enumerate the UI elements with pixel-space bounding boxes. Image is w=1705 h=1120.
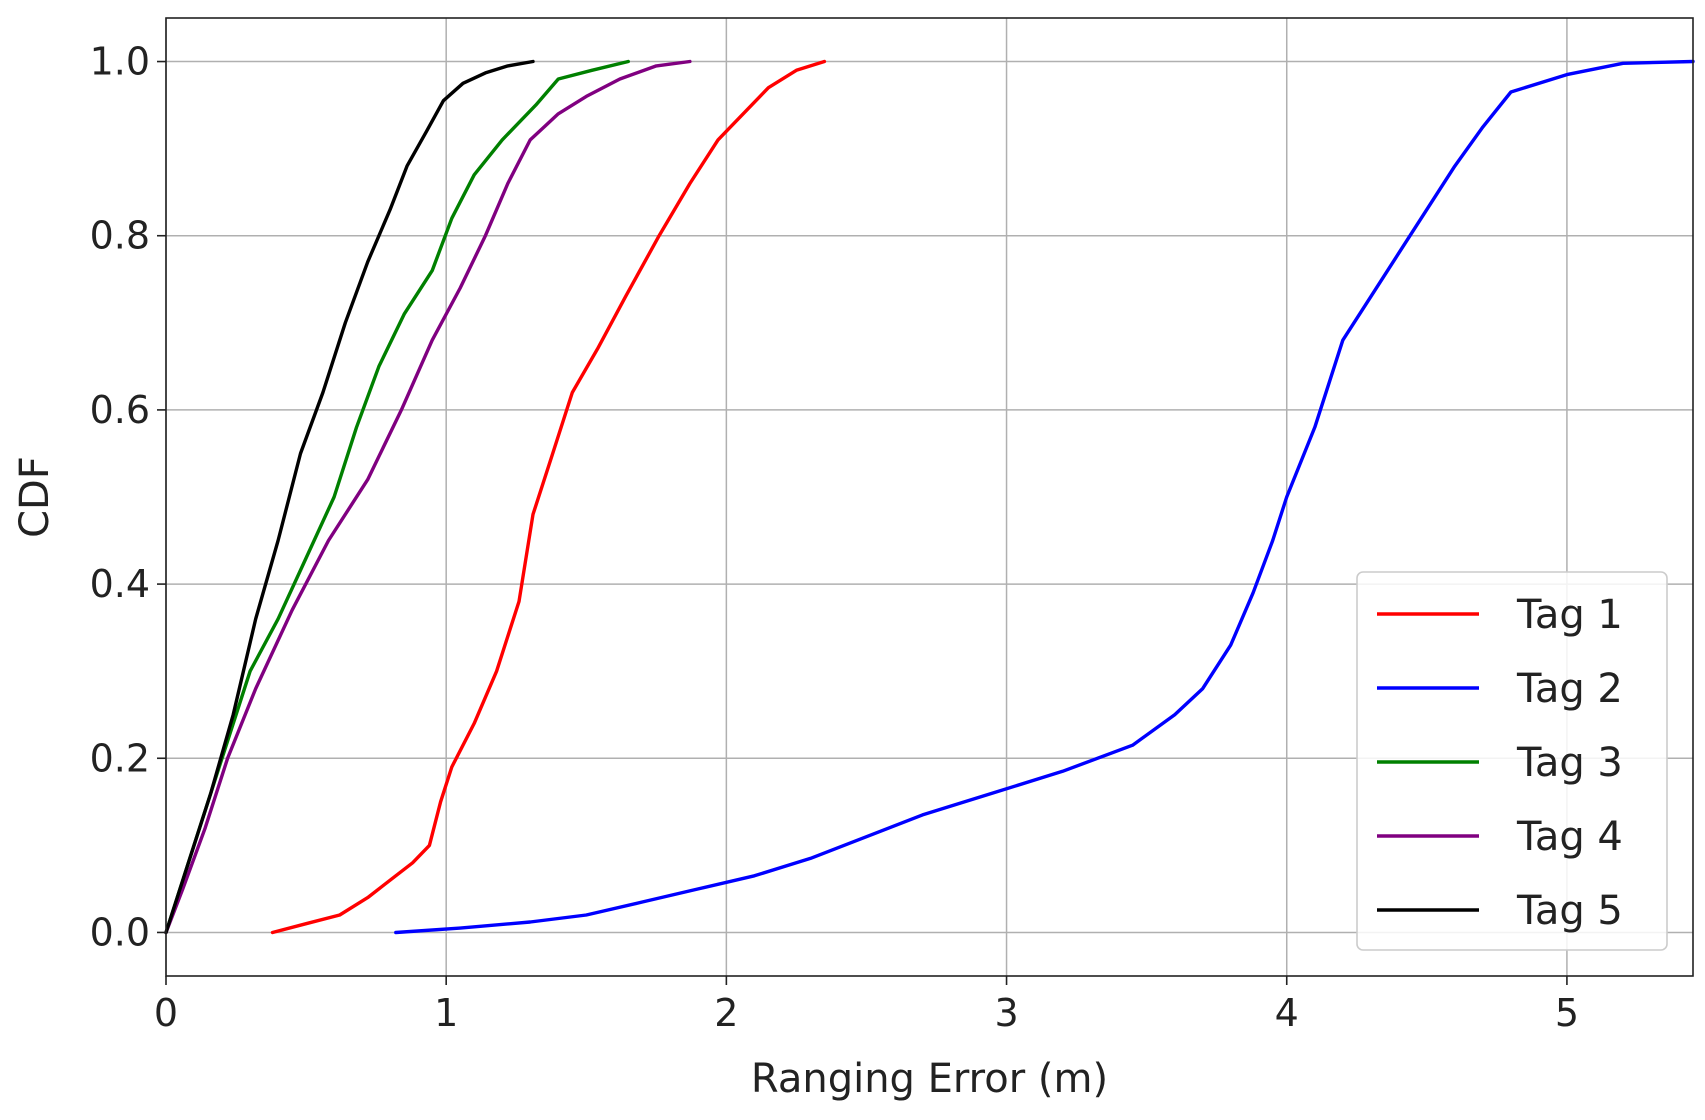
legend-label-tag-3: Tag 3	[1516, 740, 1623, 786]
y-axis-title: CDF	[12, 456, 58, 538]
legend-label-tag-5: Tag 5	[1516, 888, 1623, 934]
legend-label-tag-2: Tag 2	[1516, 666, 1623, 712]
x-axis-title: Ranging Error (m)	[751, 1056, 1108, 1102]
legend-label-tag-4: Tag 4	[1516, 814, 1623, 860]
y-tick-label: 0.8	[90, 214, 150, 258]
series-line-tag-1	[270, 59, 827, 935]
x-tick-label: 2	[714, 991, 738, 1035]
y-tick-label: 1.0	[90, 40, 150, 84]
x-tick-label: 4	[1275, 991, 1299, 1035]
y-tick-label: 0.2	[90, 736, 150, 780]
x-tick-label: 1	[434, 991, 458, 1035]
series-line-tag-5	[164, 59, 535, 935]
x-tick-label: 0	[154, 991, 178, 1035]
x-tick-label: 5	[1555, 991, 1579, 1035]
legend-label-tag-1: Tag 1	[1516, 592, 1623, 638]
series-line-tag-2	[394, 59, 1695, 935]
legend-box	[1356, 571, 1668, 951]
x-tick-label: 3	[994, 991, 1018, 1035]
legend: Tag 1 Tag 2 Tag 3 Tag 4 Tag 5	[1356, 571, 1668, 951]
plot-frame	[165, 17, 1694, 977]
ticks-layer: 0 1 2 3 4 5 0.0 0.2 0.4 0.6 0.8 1.0	[90, 40, 1579, 1035]
grid-layer	[165, 18, 1693, 976]
y-tick-label: 0.0	[90, 910, 150, 954]
series-layer	[164, 59, 1695, 935]
y-tick-label: 0.6	[90, 388, 150, 432]
y-tick-label: 0.4	[90, 562, 150, 606]
series-line-tag-4	[164, 59, 692, 935]
